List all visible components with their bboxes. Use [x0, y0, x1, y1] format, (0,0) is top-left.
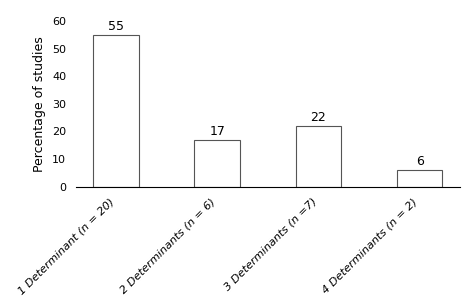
Y-axis label: Percentage of studies: Percentage of studies — [34, 36, 46, 172]
Text: 17: 17 — [210, 125, 225, 138]
Bar — [194, 140, 240, 187]
Text: 6: 6 — [416, 155, 423, 168]
Bar — [93, 35, 139, 187]
Bar — [397, 170, 442, 187]
Text: 55: 55 — [108, 20, 124, 33]
Text: 22: 22 — [310, 111, 326, 124]
Bar — [296, 126, 341, 187]
